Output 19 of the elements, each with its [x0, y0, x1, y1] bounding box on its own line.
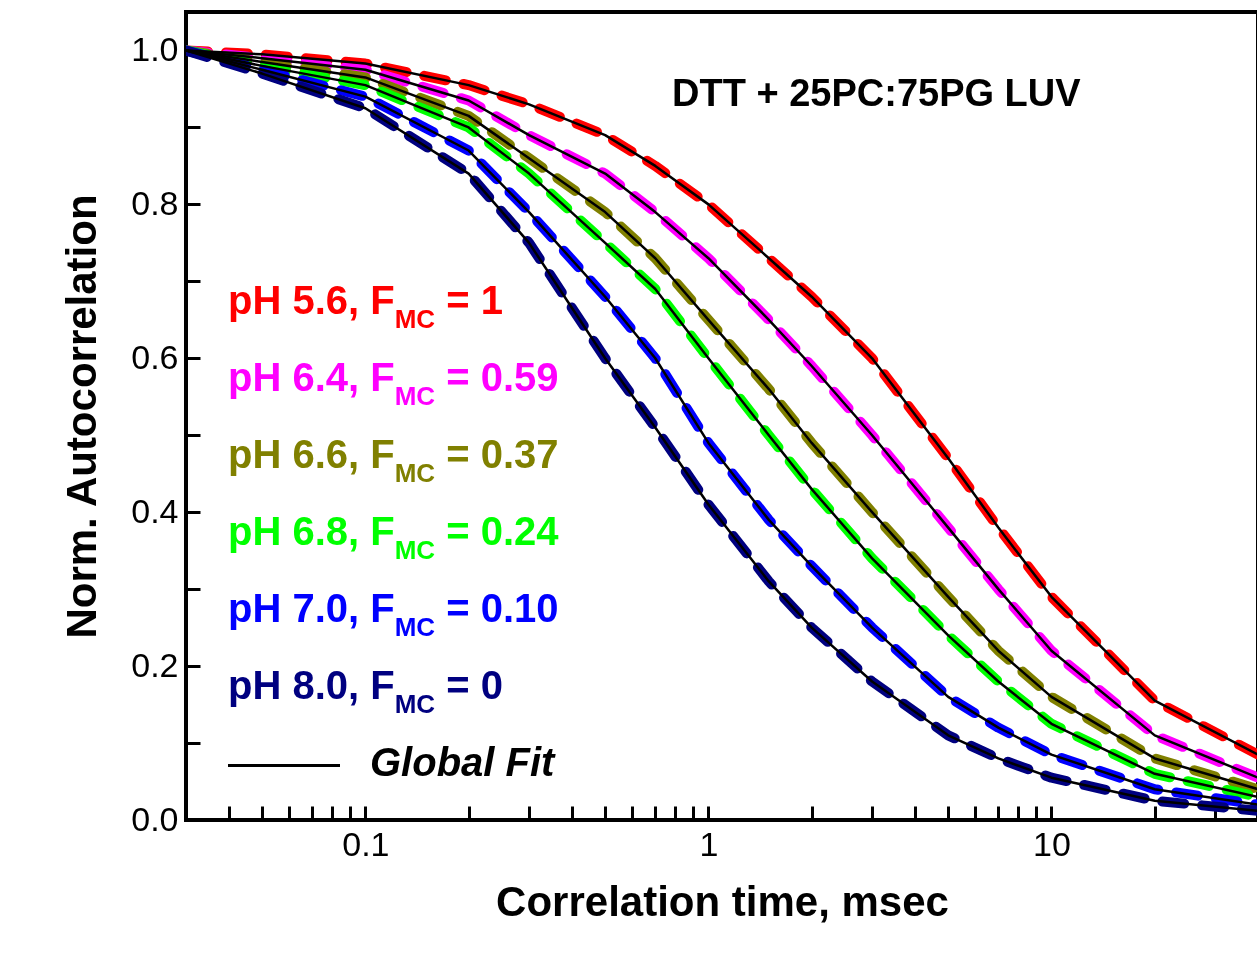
y-axis-title: Norm. Autocorrelation — [58, 194, 106, 639]
x-tick-label: 1 — [699, 824, 719, 863]
annotation: DTT + 25PC:75PG LUV — [672, 72, 1081, 115]
y-tick-label: 0.6 — [131, 337, 179, 376]
x-tick-label: 10 — [1033, 824, 1071, 863]
y-tick-label: 1.0 — [131, 29, 179, 68]
text: pH 7.0, F$_{MC}$ = 0.10 — [228, 585, 559, 644]
y-tick-label: 0.0 — [131, 799, 179, 838]
text: pH 5.6, F$_{MC}$ = 1 — [228, 277, 504, 336]
text: pH 6.4, F$_{MC}$ = 0.59 — [228, 354, 559, 413]
text: pH 8.0, F$_{MC}$ = 0 — [228, 662, 504, 721]
y-tick-label: 0.2 — [131, 645, 179, 684]
x-tick-label: 0.1 — [342, 824, 390, 863]
text: pH 6.8, F$_{MC}$ = 0.24 — [228, 508, 559, 567]
legend-label: Global Fit — [370, 740, 555, 784]
y-tick-label: 0.8 — [131, 183, 179, 222]
y-tick-label: 0.4 — [131, 491, 179, 530]
text: pH 6.6, F$_{MC}$ = 0.37 — [228, 431, 559, 490]
x-axis-title: Correlation time, msec — [496, 877, 949, 925]
